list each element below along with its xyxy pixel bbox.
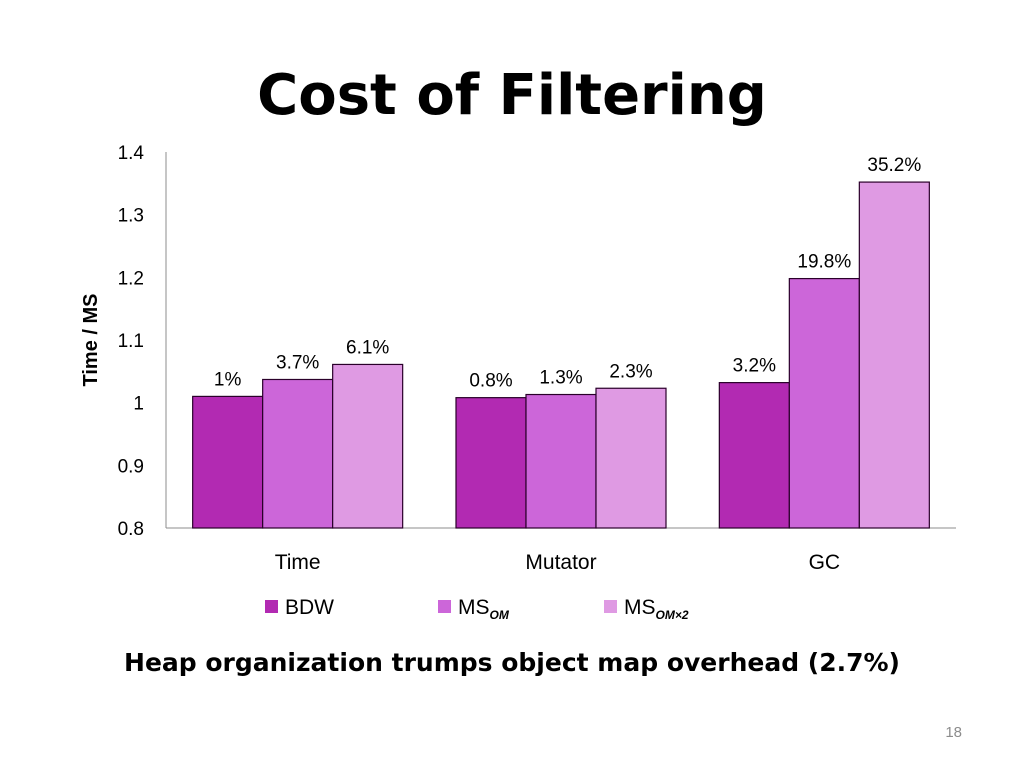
y-tick-label: 0.9	[118, 456, 144, 477]
legend-label-name: MS	[624, 596, 656, 619]
legend-label-name: MS	[458, 596, 490, 619]
data-label: 0.8%	[469, 371, 512, 392]
x-tick-label: GC	[809, 551, 841, 574]
x-axis: Time Mutator GC	[166, 527, 956, 574]
legend-label-name: BDW	[285, 596, 334, 619]
bars	[192, 181, 930, 529]
data-label: 2.3%	[609, 361, 652, 382]
data-label: 19.8%	[797, 252, 851, 273]
bar	[788, 277, 860, 529]
legend-swatch	[604, 600, 617, 613]
bar	[192, 395, 264, 529]
data-label: 1.3%	[539, 368, 582, 389]
y-tick-label: 1.1	[118, 331, 144, 352]
legend: BDW MSOM MSOM×2	[265, 596, 689, 622]
bar	[455, 397, 527, 529]
legend-label-subscript: OM	[490, 608, 510, 622]
y-tick-label: 1.4	[118, 143, 145, 164]
legend-label: BDW	[285, 596, 334, 619]
x-tick-label: Time	[275, 551, 321, 574]
bar	[595, 387, 667, 529]
y-tick-label: 1.2	[118, 268, 144, 289]
y-tick-label: 1.3	[118, 206, 144, 227]
legend-swatch	[265, 600, 278, 613]
data-label: 3.2%	[733, 356, 776, 377]
slide-caption: Heap organization trumps object map over…	[124, 648, 900, 677]
page-number: 18	[945, 724, 962, 741]
bar	[858, 181, 930, 529]
data-label: 35.2%	[867, 155, 921, 176]
data-label: 3.7%	[276, 352, 319, 373]
bar	[332, 363, 404, 529]
slide-title: Cost of Filtering	[257, 63, 767, 128]
data-labels: 1% 3.7% 6.1% 0.8% 1.3% 2.3% 3.2% 19.8% 35.2%	[214, 155, 921, 392]
bar	[718, 382, 790, 529]
x-tick-label: Mutator	[525, 551, 596, 574]
legend-label: MSOM	[458, 596, 510, 622]
bar	[262, 378, 334, 529]
y-tick-label: 0.8	[118, 519, 144, 540]
y-axis: 0.8 0.9 1 1.1 1.2 1.3 1.4	[118, 143, 167, 540]
legend-swatch	[438, 600, 451, 613]
data-label: 6.1%	[346, 337, 389, 358]
y-axis-title: Time / MS	[80, 294, 102, 387]
bar	[525, 393, 597, 529]
legend-label-subscript: OM×2	[656, 608, 689, 622]
data-label: 1%	[214, 369, 242, 390]
legend-label: MSOM×2	[624, 596, 689, 622]
bar-chart: 0.8 0.9 1 1.1 1.2 1.3 1.4 Time Mutator GC 1% 3.7%…	[80, 143, 956, 622]
y-tick-label: 1	[133, 394, 144, 415]
